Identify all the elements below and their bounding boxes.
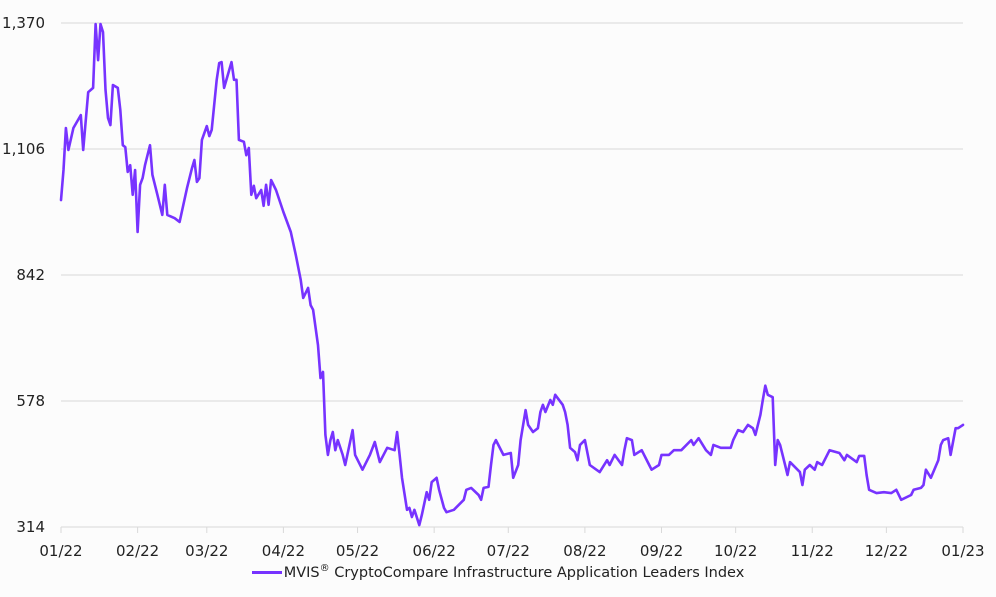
y-tick-label: 842 bbox=[16, 266, 45, 284]
legend-line-swatch bbox=[251, 571, 282, 575]
gridlines bbox=[61, 22, 963, 528]
x-tick-label: 11/22 bbox=[791, 542, 834, 560]
y-tick-label: 1,106 bbox=[2, 140, 45, 158]
y-tick-label: 1,370 bbox=[2, 14, 45, 32]
legend: MVIS® CryptoCompare Infrastructure Appli… bbox=[0, 563, 996, 581]
x-tick-label: 02/22 bbox=[116, 542, 159, 560]
x-tick-label: 10/22 bbox=[714, 542, 757, 560]
x-tick-label: 04/22 bbox=[262, 542, 305, 560]
x-axis: 01/22 02/22 03/22 04/22 05/22 06/22 07/22 08/22… bbox=[39, 527, 985, 560]
x-tick-label: 01/22 bbox=[39, 542, 82, 560]
legend-label: MVIS® CryptoCompare Infrastructure Appli… bbox=[283, 563, 745, 581]
y-tick-label: 314 bbox=[16, 518, 45, 536]
series-line bbox=[59, 22, 965, 527]
x-tick-label: 05/22 bbox=[336, 542, 379, 560]
x-tick-label: 06/22 bbox=[413, 542, 456, 560]
x-tick-label: 01/23 bbox=[941, 542, 984, 560]
x-tick-label: 07/22 bbox=[487, 542, 530, 560]
series-layer bbox=[59, 22, 965, 527]
x-tick-label: 08/22 bbox=[563, 542, 606, 560]
y-tick-label: 578 bbox=[16, 392, 45, 410]
x-tick-label: 09/22 bbox=[640, 542, 683, 560]
x-tick-label: 03/22 bbox=[185, 542, 228, 560]
y-axis: 1,370 1,106 842 578 314 bbox=[2, 14, 45, 536]
x-tick-label: 12/22 bbox=[865, 542, 908, 560]
